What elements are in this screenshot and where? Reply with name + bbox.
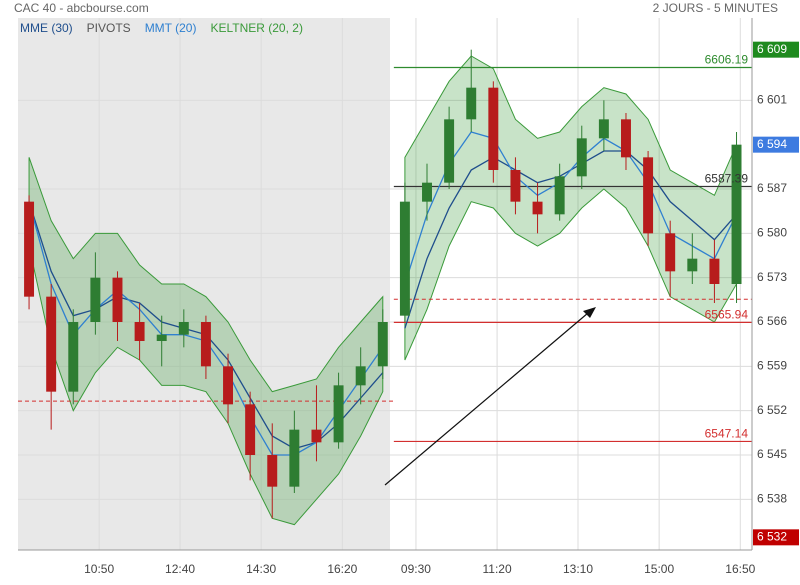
- candle-body: [466, 87, 477, 120]
- candle-body: [333, 385, 344, 443]
- x-tick-label: 16:20: [327, 562, 357, 576]
- price-tag: [753, 41, 799, 58]
- x-tick-label: 12:40: [165, 562, 195, 576]
- candle-body: [134, 322, 145, 341]
- candle-body: [576, 138, 587, 177]
- x-tick-label: 13:10: [563, 562, 593, 576]
- candle-body: [200, 322, 211, 367]
- candle-body: [223, 366, 234, 405]
- y-tick-label: 6 559: [757, 359, 787, 373]
- candle-body: [643, 157, 654, 234]
- x-tick-label: 16:50: [725, 562, 755, 576]
- candle-body: [112, 277, 123, 322]
- previous-day-shade: [18, 18, 390, 550]
- candle-body: [621, 119, 631, 158]
- candle-body: [554, 176, 565, 215]
- x-tick-label: 09:30: [401, 562, 431, 576]
- candle-body: [68, 322, 79, 392]
- moving-average-line: [404, 131, 738, 285]
- price-tag-label: 6 609: [757, 42, 787, 56]
- pivot-label: 6547.14: [705, 427, 749, 441]
- x-tick-label: 14:30: [246, 562, 276, 576]
- candle-body: [598, 119, 609, 139]
- legend: MME (30) PIVOTS MMT (20) KELTNER (20, 2): [20, 21, 303, 35]
- y-tick-label: 6 545: [757, 447, 787, 461]
- candle-body: [687, 258, 698, 272]
- legend-entry: MMT (20): [145, 21, 197, 35]
- candle-body: [444, 119, 455, 183]
- candle-body: [488, 87, 499, 170]
- x-tick-label: 11:20: [483, 562, 512, 576]
- price-tag: [753, 136, 799, 153]
- legend-entry: KELTNER (20, 2): [210, 21, 302, 35]
- candle-body: [245, 404, 256, 455]
- candle-body: [665, 233, 676, 272]
- y-tick-label: 6 587: [757, 181, 787, 195]
- candle-body: [24, 201, 35, 297]
- x-tick-label: 10:50: [84, 562, 114, 576]
- candle-body: [311, 429, 322, 443]
- pivot-label: 6565.94: [705, 308, 749, 322]
- y-tick-label: 6 566: [757, 314, 787, 328]
- plot: [18, 49, 752, 526]
- candle-body: [90, 277, 101, 322]
- y-tick-label: 6 573: [757, 270, 787, 284]
- keltner-band: [404, 55, 738, 361]
- candle-body: [178, 322, 189, 335]
- price-tag-label: 6 532: [757, 530, 787, 544]
- candle-body: [510, 170, 521, 202]
- price-tag: [753, 529, 799, 546]
- annotation-arrow: [384, 312, 589, 486]
- candle-body: [422, 182, 432, 202]
- y-tick-label: 6 538: [757, 492, 787, 506]
- pivot-label: 6587.39: [705, 172, 749, 186]
- candle-body: [399, 201, 410, 316]
- y-tick-label: 6 552: [757, 403, 787, 417]
- y-tick-label: 6 601: [757, 93, 787, 107]
- legend-entry: MME (30): [20, 21, 73, 35]
- candle-body: [731, 144, 742, 284]
- pivot-label: 6606.19: [705, 53, 749, 67]
- chart-title: CAC 40 - abcbourse.com: [14, 1, 149, 15]
- candle-body: [289, 429, 300, 487]
- x-tick-label: 15:00: [644, 562, 674, 576]
- arrow-head: [583, 307, 596, 318]
- candle-body: [532, 201, 543, 215]
- chart-subtitle: 2 JOURS - 5 MINUTES: [653, 1, 778, 15]
- candle-body: [267, 455, 278, 487]
- candle-body: [709, 258, 720, 284]
- candle-body: [377, 322, 388, 367]
- price-tag-label: 6 594: [757, 137, 787, 151]
- candle-body: [355, 366, 366, 386]
- candle-body: [46, 296, 57, 392]
- candle-body: [156, 334, 167, 341]
- legend-entry: PIVOTS: [87, 21, 131, 35]
- y-tick-label: 6 580: [757, 226, 787, 240]
